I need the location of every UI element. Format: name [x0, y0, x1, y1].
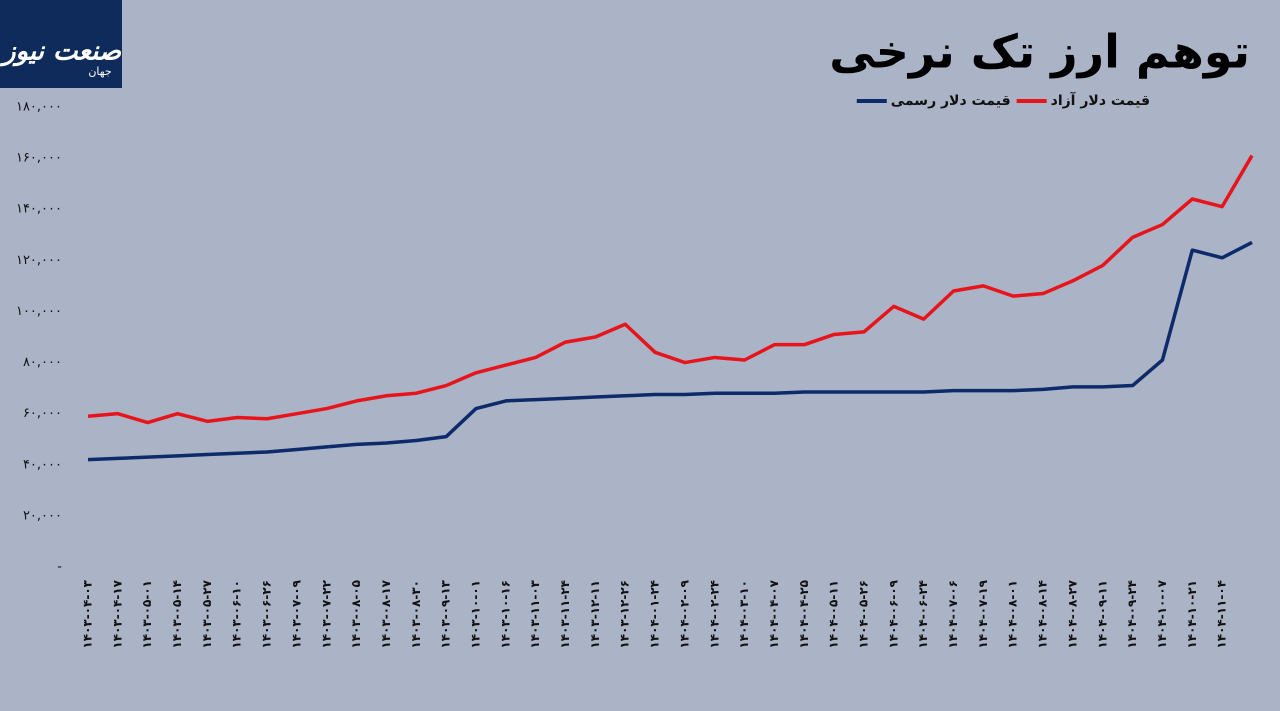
x-tick-label: ۱۴۰۴-۰۸-۲۷	[1065, 579, 1079, 648]
x-tick-label: ۱۴۰۴-۱۱-۰۴	[1215, 580, 1229, 649]
x-tick-label: ۱۴۰۴-۱۰-۲۱	[1185, 580, 1199, 649]
x-tick-label: ۱۴۰۴-۰۸-۰۱	[1006, 580, 1020, 649]
legend-label: قیمت دلار رسمی	[891, 93, 1011, 109]
legend: قیمت دلار آزاد قیمت دلار رسمی	[856, 91, 1150, 109]
x-tick-label: ۱۴۰۴-۰۱-۲۴	[648, 580, 662, 649]
x-tick-label: ۱۴۰۴-۰۸-۱۴	[1036, 580, 1050, 649]
y-tick-label: ۸۰,۰۰۰	[23, 355, 62, 370]
x-tick-label: ۱۴۰۳-۰۴-۰۳	[81, 579, 95, 648]
y-tick-label: ۲۰,۰۰۰	[23, 508, 62, 523]
x-tick-label: ۱۴۰۴-۰۶-۰۹	[886, 579, 900, 648]
x-tick-label: ۱۴۰۴-۰۹-۱۱	[1095, 580, 1109, 649]
y-tick-label: ۶۰,۰۰۰	[23, 406, 62, 421]
y-tick-label: ۱۲۰,۰۰۰	[16, 253, 62, 268]
x-tick-label: ۱۴۰۴-۰۷-۰۶	[946, 580, 960, 649]
y-tick-label: ۱۴۰,۰۰۰	[16, 202, 62, 217]
x-tick-label: ۱۴۰۴-۰۷-۱۹	[976, 579, 990, 648]
x-tick-label: ۱۴۰۴-۰۶-۲۴	[916, 580, 930, 649]
x-tick-label: ۱۴۰۳-۱۲-۲۶	[618, 580, 632, 649]
x-tick-label: ۱۴۰۳-۰۸-۱۷	[379, 579, 393, 648]
legend-label: قیمت دلار آزاد	[1051, 91, 1150, 109]
x-tick-label: ۱۴۰۳-۱۱-۲۴	[558, 580, 572, 649]
x-tick-label: ۱۴۰۳-۱۱-۰۳	[528, 579, 542, 648]
series-line	[87, 154, 1254, 425]
x-tick-label: ۱۴۰۳-۱۲-۱۱	[588, 580, 602, 649]
x-tick-label: ۱۴۰۴-۰۳-۱۰	[737, 580, 751, 649]
chart-title: توهم ارز تک نرخی	[829, 25, 1250, 79]
y-tick-label: ۴۰,۰۰۰	[23, 457, 62, 472]
y-tick-label: ۱۶۰,۰۰۰	[16, 151, 62, 166]
x-tick-label: ۱۴۰۴-۱۰-۰۷	[1155, 579, 1169, 648]
x-tick-label: ۱۴۰۳-۰۵-۰۱	[140, 580, 154, 649]
logo-box	[0, 0, 122, 88]
x-tick-label: ۱۴۰۳-۰۶-۱۰	[230, 580, 244, 649]
logo-prefix: جهان	[88, 65, 111, 78]
x-tick-label: ۱۴۰۳-۱۰-۰۱	[469, 580, 483, 649]
x-tick-label: ۱۴۰۳-۰۸-۳۰	[409, 580, 423, 649]
x-tick-label: ۱۴۰۳-۰۷-۰۹	[289, 579, 303, 648]
logo-name: صنعت نیوز	[0, 37, 122, 67]
y-tick-label: ۱۸۰,۰۰۰	[16, 100, 62, 115]
x-tick-label: ۱۴۰۳-۰۷-۲۲	[319, 579, 333, 648]
x-tick-label: ۱۴۰۴-۰۴-۰۷	[767, 579, 781, 648]
x-tick-label: ۱۴۰۳-۰۹-۱۳	[439, 579, 453, 648]
x-tick-label: ۱۴۰۴-۰۲-۲۴	[707, 580, 721, 649]
x-tick-label: ۱۴۰۳-۰۴-۱۷	[110, 579, 124, 648]
y-tick-label: ۱۰۰,۰۰۰	[16, 304, 62, 319]
x-tick-label: ۱۴۰۴-۰۲-۰۹	[677, 579, 691, 648]
x-tick-label: ۱۴۰۴-۰۵-۲۶	[857, 580, 871, 649]
x-tick-label: ۱۴۰۳-۱۰-۱۶	[498, 580, 512, 649]
x-tick-label: ۱۴۰۴-۰۹-۲۴	[1125, 580, 1139, 649]
series-line	[87, 240, 1253, 462]
x-tick-label: ۱۴۰۳-۰۶-۲۶	[260, 580, 274, 649]
y-tick-label: -	[57, 560, 62, 575]
x-tick-label: ۱۴۰۳-۰۵-۱۴	[170, 580, 184, 649]
x-tick-label: ۱۴۰۳-۰۵-۲۷	[200, 579, 214, 648]
x-tick-label: ۱۴۰۴-۰۴-۲۵	[797, 580, 811, 649]
x-tick-label: ۱۴۰۴-۰۵-۱۱	[827, 580, 841, 649]
x-tick-label: ۱۴۰۳-۰۸-۰۵	[349, 580, 363, 649]
